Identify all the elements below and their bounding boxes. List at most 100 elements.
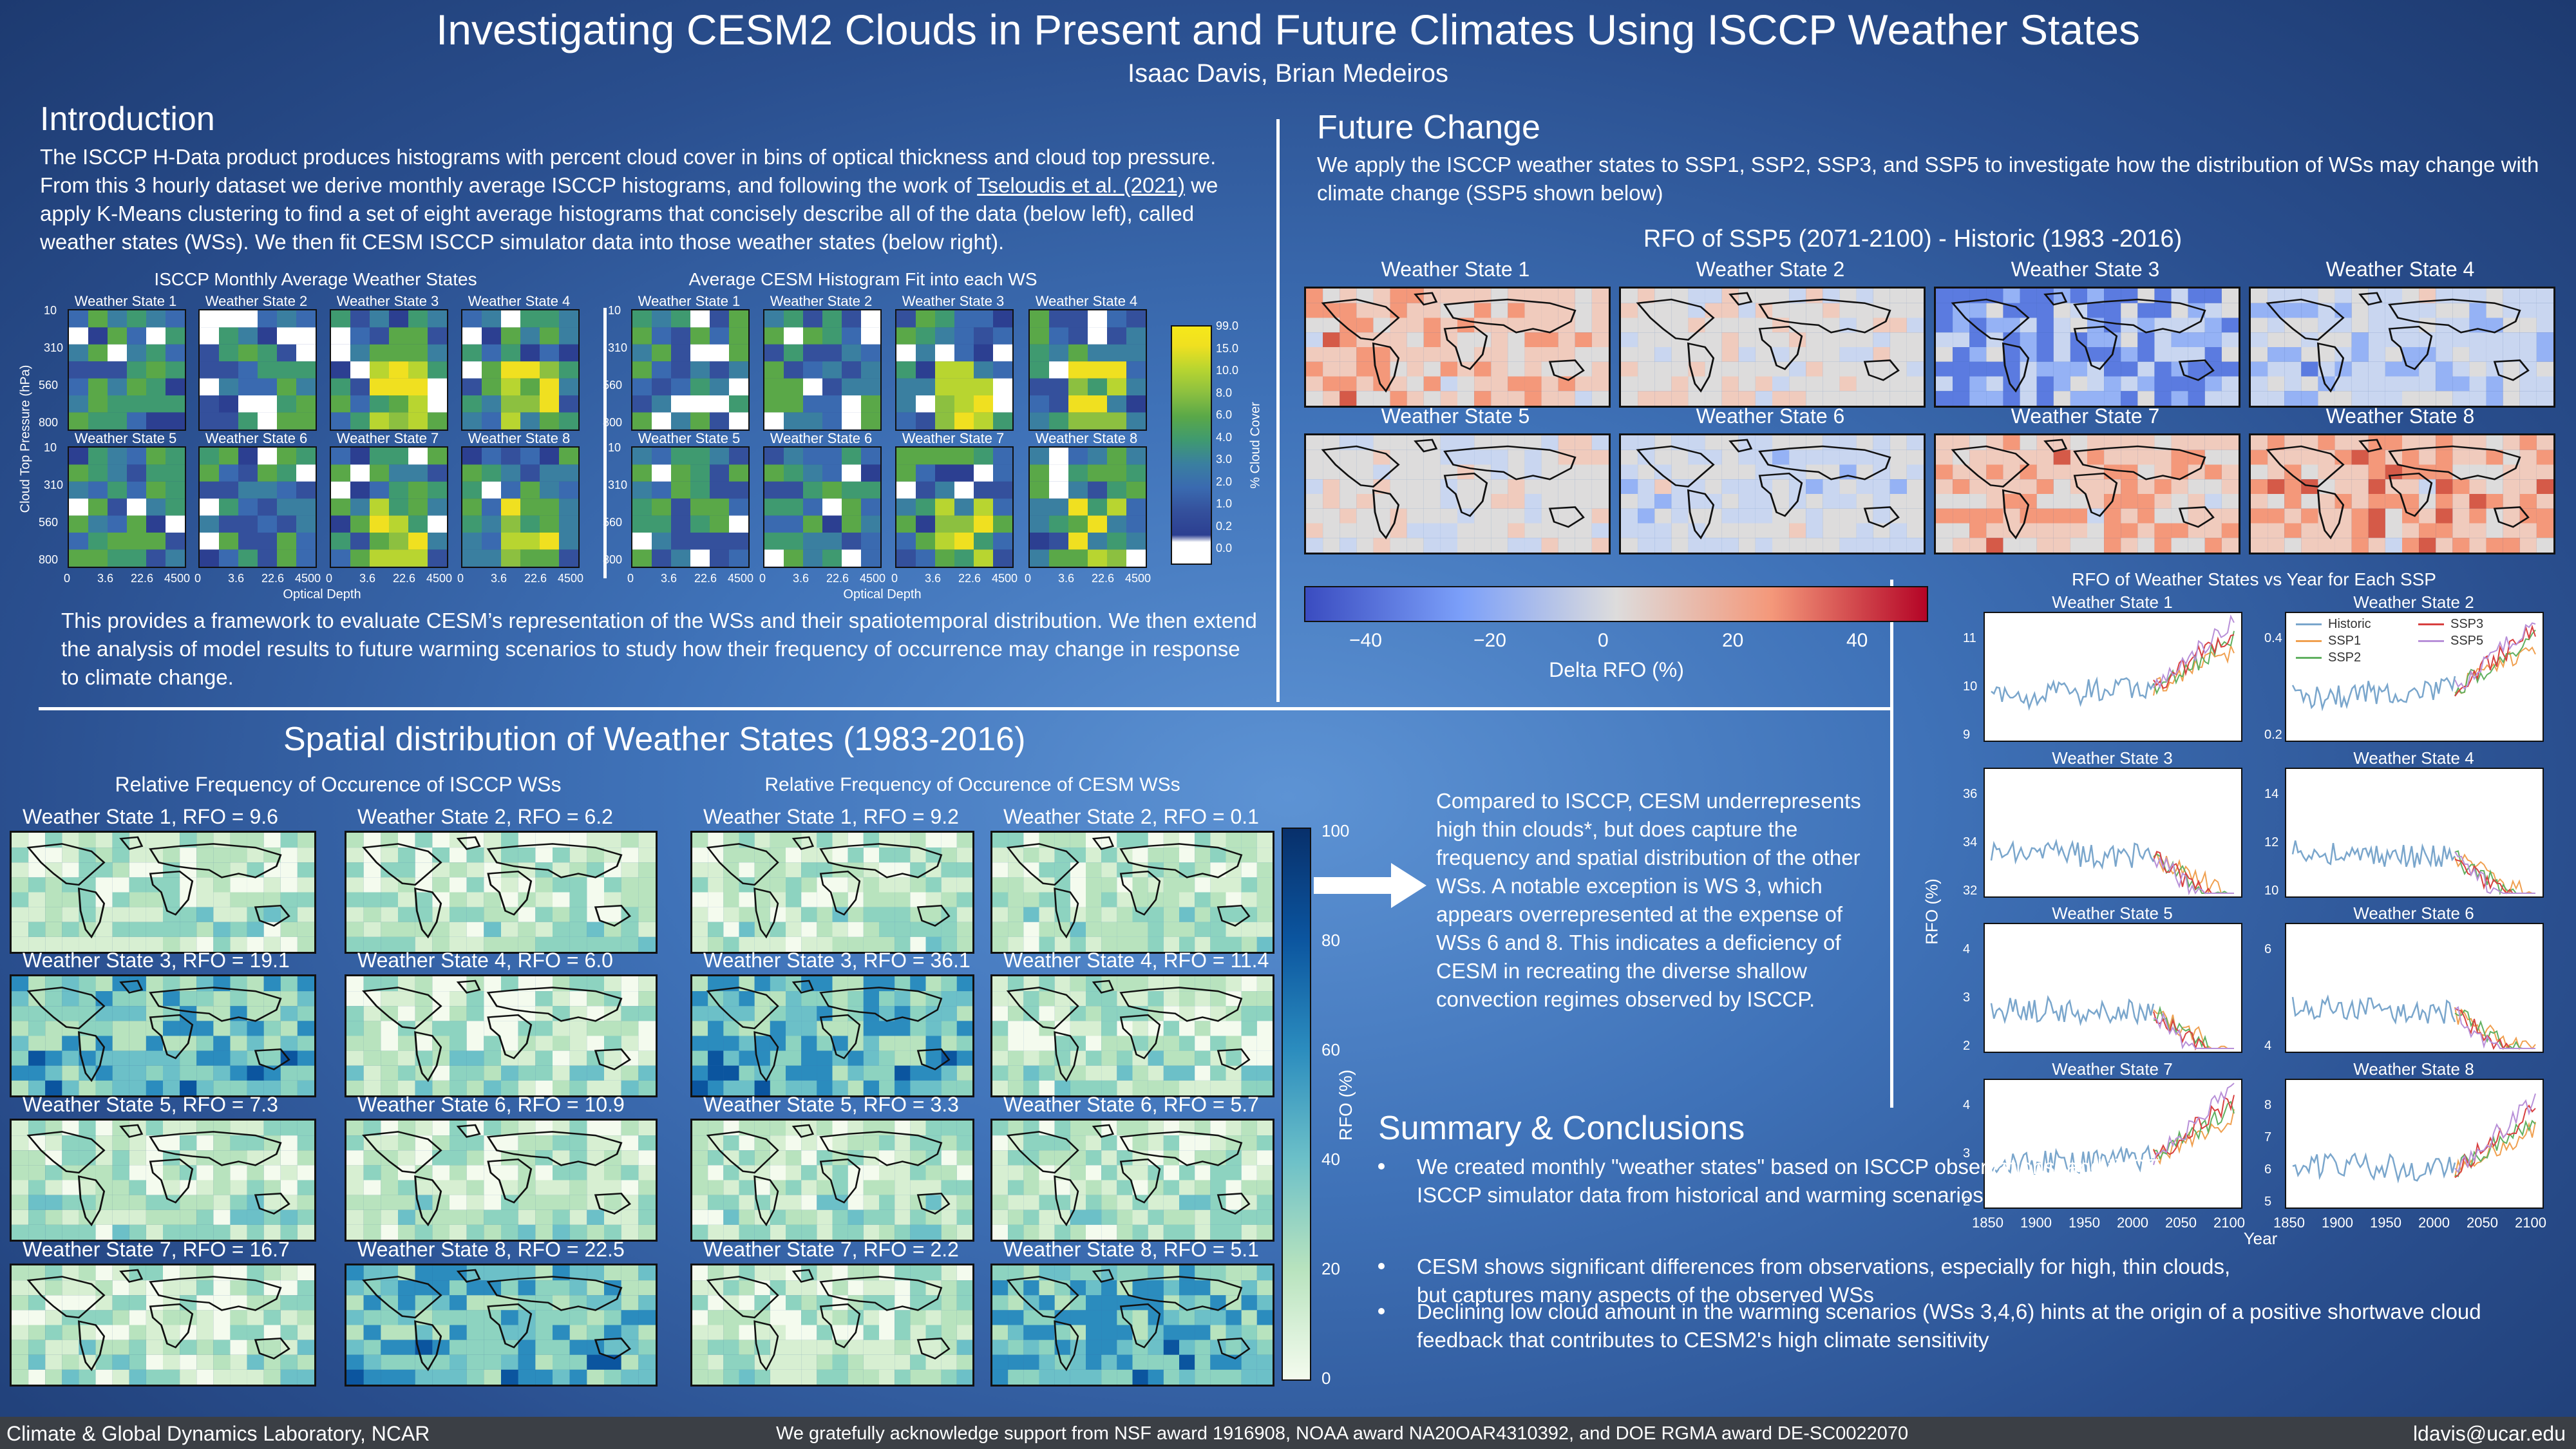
timeseries-ytick: 8 [2264,1098,2272,1112]
histogram-panel [198,309,317,431]
poster-title: Investigating CESM2 Clouds in Present an… [435,6,2141,53]
histogram-panel [330,446,448,568]
isccp-maps-title: Relative Frequency of Occurence of ISCCP… [115,773,562,796]
hist-panel-title: Weather State 5 [638,430,741,446]
arrow-icon [1314,863,1430,911]
rfo-map [990,974,1274,1097]
timeseries-xtick: 2050 [2165,1215,2197,1231]
rfo-tick: 0 [1321,1368,1331,1388]
delta-colorbar-label: Delta RFO (%) [1549,658,1684,681]
timeseries-ytick: 2 [1963,1039,1971,1053]
summary-heading: Summary & Conclusions [1378,1110,1745,1147]
hist-xtick: 4500 [558,572,584,585]
rfo-map [690,1264,974,1387]
legend-item: SSP2 [2296,650,2361,665]
comparison-text: Compared to ISCCP, CESM underrepresents … [1436,789,1861,1011]
horizontal-divider [39,707,1893,710]
rfo-map [990,831,1274,954]
hist-ytick: 310 [608,478,628,491]
histogram-panel [1028,446,1147,568]
hist-xtick: 4500 [164,572,191,585]
legend-swatch [2296,657,2322,659]
delta-maps-title: RFO of SSP5 (2071-2100) - Historic (1983… [1643,225,2183,252]
delta-tick: 40 [1846,630,1868,651]
timeseries-xtick: 1850 [1972,1215,2003,1231]
timeseries-ytick: 6 [2264,942,2272,956]
hist-panel-title: Weather State 4 [468,293,571,309]
histogram-panel [763,309,882,431]
delta-tick: −40 [1349,630,1382,651]
hist-ytick: 560 [39,379,59,392]
cloud-cover-tick: 15.0 [1216,341,1239,355]
timeseries-xtick: 2100 [2213,1215,2245,1231]
delta-map-label: Weather State 2 [1696,258,1845,281]
timeseries-xtick: 1850 [2273,1215,2305,1231]
histogram-panel [631,309,750,431]
delta-map [1619,433,1926,554]
legend-item: SSP1 [2296,634,2361,649]
spatial-map-label: Weather State 3, RFO = 36.1 [703,949,971,972]
cloud-cover-label: % Cloud Cover [1248,402,1263,489]
delta-map [1304,287,1611,408]
hist-xtick: 22.6 [393,572,416,585]
delta-tick: 0 [1598,630,1609,651]
timeseries-panel [2285,1079,2544,1209]
hist-xtick: 3.6 [793,572,810,585]
hist-xtick: 0 [457,572,464,585]
rfo-tick: 40 [1321,1150,1340,1169]
delta-tick: 20 [1722,630,1744,651]
timeseries-xtick: 2000 [2418,1215,2450,1231]
poster-authors: Isaac Davis, Brian Medeiros [1128,59,1448,88]
timeseries-xtick: 2000 [2117,1215,2148,1231]
cesm-maps-title: Relative Frequency of Occurence of CESM … [764,774,1180,795]
timeseries-ytick: 32 [1963,884,1978,898]
hist-xtick: 3.6 [925,572,942,585]
legend-item: Historic [2296,617,2371,632]
hist-ytick: 10 [44,304,57,317]
timeseries-ytick: 2 [1963,1195,1971,1209]
legend-swatch [2418,623,2444,626]
cloud-cover-tick: 10.0 [1216,364,1239,377]
spatial-map-label: Weather State 5, RFO = 3.3 [703,1093,959,1116]
spatial-map-label: Weather State 6, RFO = 10.9 [357,1093,625,1116]
hist-panel-title: Weather State 7 [902,430,1005,446]
timeseries-xtick: 2100 [2515,1215,2546,1231]
histogram-panel [330,309,448,431]
summary-bullet: Declining low cloud amount in the warmin… [1417,1300,2481,1352]
timeseries-panel [2285,923,2544,1053]
rfo-map [990,1119,1274,1242]
spatial-map-label: Weather State 8, RFO = 22.5 [357,1238,625,1261]
timeseries-xtick: 1950 [2370,1215,2401,1231]
delta-map-label: Weather State 6 [1696,404,1845,428]
spatial-map-label: Weather State 7, RFO = 2.2 [703,1238,959,1261]
legend-label: SSP5 [2450,634,2484,648]
hist-xtick: 4500 [728,572,754,585]
histogram-panel [68,309,186,431]
rfo-map [690,831,974,954]
intro-paragraph-2: This provides a framework to evaluate CE… [61,609,1257,689]
hist-ytick: 310 [44,478,64,491]
rfo-map [10,1264,316,1387]
histogram-panel [895,309,1014,431]
hist-xtick: 0 [194,572,202,585]
hist-left-title: ISCCP Monthly Average Weather States [154,269,477,289]
hist-xtick: 0 [759,572,766,585]
vertical-divider-2 [1890,580,1893,1108]
delta-map-label: Weather State 7 [2011,404,2160,428]
timeseries-ylabel: RFO (%) [1922,878,1942,945]
intro-heading: Introduction [40,100,215,138]
footer-email[interactable]: ldavis@ucar.edu [2412,1422,2566,1445]
timeseries-panel-title: Weather State 1 [2052,592,2173,612]
cloud-cover-tick: 2.0 [1216,475,1233,488]
timeseries-ytick: 3 [1963,990,1971,1005]
summary-bullet: CESM shows significant differences from … [1417,1255,2231,1307]
rfo-tick: 80 [1321,931,1340,950]
timeseries-panel [2285,612,2544,742]
citation-link[interactable]: Tseloudis et al. (2021) [977,173,1186,197]
rfo-map [345,831,658,954]
rfo-colorbar [1282,828,1311,1381]
hist-ytick: 800 [39,553,59,566]
timeseries-ytick: 5 [2264,1195,2272,1209]
delta-map [2249,433,2555,554]
hist-xtick: 22.6 [131,572,154,585]
